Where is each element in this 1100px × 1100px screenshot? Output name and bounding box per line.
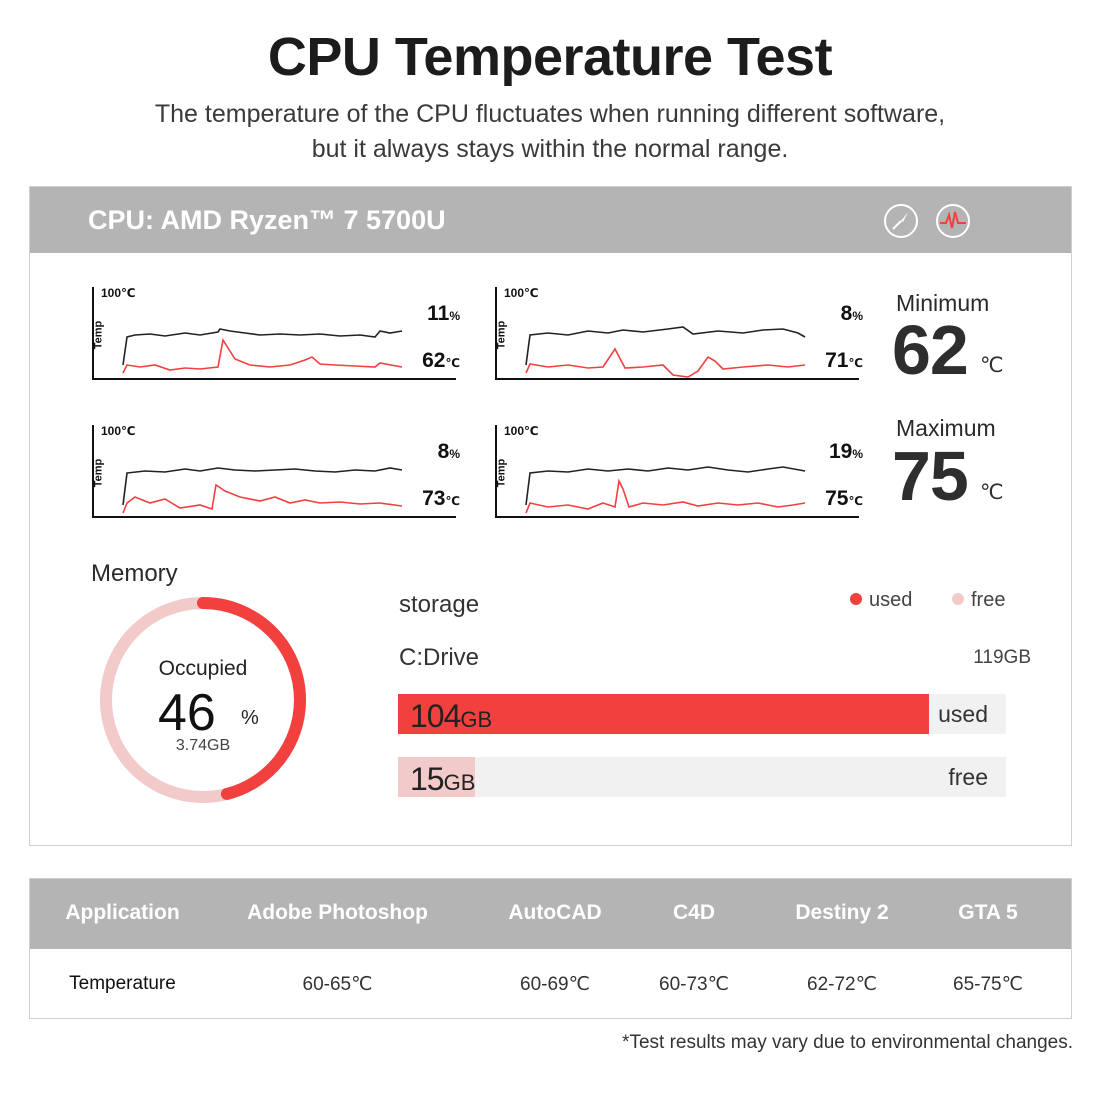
free-bar: 15GB free: [398, 757, 1006, 797]
chart-4-usage: 19%: [828, 440, 863, 463]
page-title: CPU Temperature Test: [267, 27, 833, 87]
occupied-label: Occupied: [158, 657, 248, 680]
chart-4-temp: 75℃: [825, 487, 863, 510]
used-bar: 104GB used: [398, 694, 1006, 734]
chart-3-axis-label: Temp: [92, 458, 105, 488]
table-cell-photoshop: 60-65℃: [302, 974, 373, 995]
minimum-unit: ℃: [980, 354, 1004, 377]
storage-title: storage: [399, 591, 480, 618]
chart-3-usage: 8%: [437, 440, 460, 463]
panel-header: CPU: AMD Ryzen™ 7 5700U: [30, 187, 1071, 253]
temp-chart-1: 100℃ Temp 11% 62℃: [90, 285, 460, 405]
chart-4-max-label: 100℃: [504, 424, 539, 438]
chart-2-axis-label: Temp: [495, 320, 508, 350]
subtitle-line-2: but it always stays within the normal ra…: [311, 135, 789, 163]
gauge-icon[interactable]: [883, 203, 919, 239]
legend-used: used: [850, 589, 912, 612]
legend-free-dot: [952, 592, 964, 605]
temp-chart-2-graph: [495, 287, 859, 380]
chart-2-usage: 8%: [840, 302, 863, 325]
application-temperature-table: Application Adobe Photoshop AutoCAD C4D …: [29, 878, 1072, 1019]
temp-chart-1-graph: [92, 287, 456, 380]
table-header-gta5: GTA 5: [958, 901, 1018, 924]
chart-1-usage: 11%: [427, 302, 460, 325]
occupied-percent-unit: %: [241, 707, 259, 729]
minimum-label: Minimum: [896, 290, 990, 316]
table-row-label: Temperature: [69, 973, 176, 994]
legend-used-dot: [850, 592, 862, 605]
chart-2-max-label: 100℃: [504, 286, 539, 300]
memory-donut: [100, 597, 306, 803]
legend-free: free: [952, 589, 1005, 612]
maximum-value: 75: [892, 437, 969, 515]
maximum-unit: ℃: [980, 481, 1004, 504]
table-cell-c4d: 60-73℃: [659, 974, 729, 995]
footnote: *Test results may vary due to environmen…: [622, 1032, 1073, 1053]
chart-1-temp: 62℃: [422, 349, 460, 372]
occupied-percent: 46: [158, 684, 216, 742]
table-header-application: Application: [65, 901, 180, 924]
memory-label: Memory: [91, 560, 178, 587]
temp-chart-3: 100℃ Temp 8% 73℃: [90, 423, 460, 543]
chart-2-temp: 71℃: [825, 349, 863, 372]
chart-1-axis-label: Temp: [92, 320, 105, 350]
table-header-autocad: AutoCAD: [508, 901, 602, 924]
occupied-size: 3.74GB: [175, 737, 231, 754]
drive-total: 119GB: [973, 647, 1031, 668]
subtitle-line-1: The temperature of the CPU fluctuates wh…: [154, 100, 946, 128]
table-cell-destiny2: 62-72℃: [807, 974, 877, 995]
table-header-row: Application Adobe Photoshop AutoCAD C4D …: [30, 879, 1071, 949]
memory-donut-used-arc: [100, 597, 306, 803]
chart-3-temp: 73℃: [422, 487, 460, 510]
used-bar-tag: used: [938, 701, 988, 727]
memory-donut-center: Occupied 46 % 3.74GB: [98, 595, 308, 805]
free-bar-tag: free: [948, 764, 988, 790]
temp-chart-4: 100℃ Temp 19% 75℃: [493, 423, 863, 543]
free-amount: 15GB: [410, 761, 476, 797]
free-bar-fill: [398, 757, 475, 797]
page-subtitle: The temperature of the CPU fluctuates wh…: [0, 97, 1100, 167]
chart-4-axis-label: Temp: [495, 458, 508, 488]
used-bar-fill: [398, 694, 930, 734]
table-cell-autocad: 60-69℃: [520, 974, 590, 995]
table-header-c4d: C4D: [672, 901, 715, 924]
pulse-icon[interactable]: [935, 203, 971, 239]
temp-chart-4-graph: [495, 425, 859, 518]
table-cell-gta5: 65-75℃: [953, 974, 1023, 995]
cpu-panel: CPU: AMD Ryzen™ 7 5700U 100℃ Temp 11% 62…: [29, 186, 1072, 846]
minimum-value: 62: [892, 311, 969, 389]
table-header-destiny2: Destiny 2: [795, 901, 889, 924]
maximum-label: Maximum: [896, 415, 996, 441]
temp-chart-2: 100℃ Temp 8% 71℃: [493, 285, 863, 405]
table-header-photoshop: Adobe Photoshop: [247, 901, 428, 924]
drive-name: C:Drive: [399, 644, 480, 671]
chart-1-max-label: 100℃: [101, 286, 136, 300]
temp-chart-3-graph: [92, 425, 456, 518]
cpu-name: CPU: AMD Ryzen™ 7 5700U: [88, 205, 446, 235]
chart-3-max-label: 100℃: [101, 424, 136, 438]
used-amount: 104GB: [410, 698, 493, 734]
